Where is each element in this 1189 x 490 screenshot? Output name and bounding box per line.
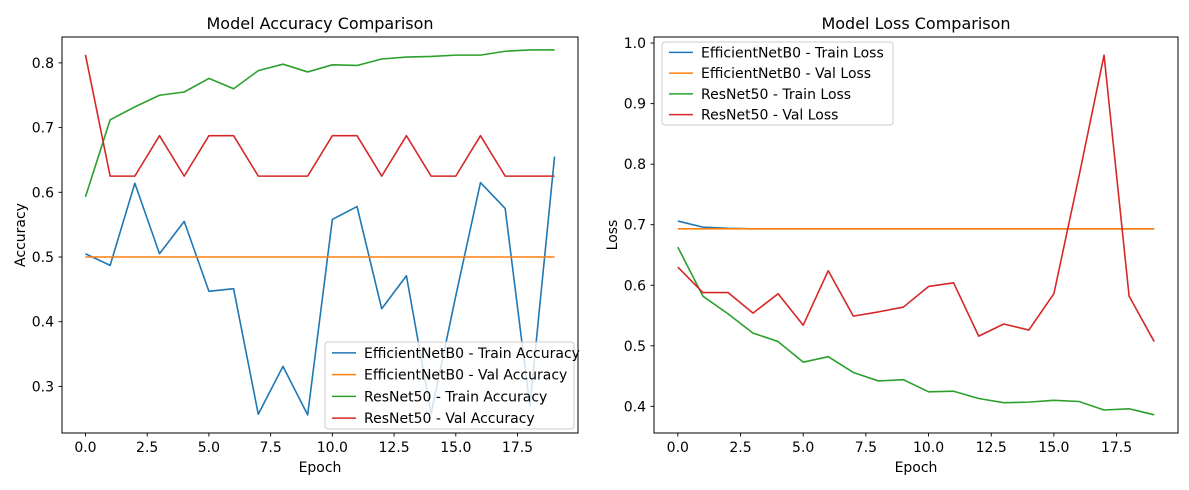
x-tick-label: 7.5 (259, 440, 281, 456)
y-tick-label: 0.8 (32, 56, 54, 72)
legend-label: EfficientNetB0 - Train Loss (701, 45, 884, 61)
x-tick-label: 2.5 (729, 440, 751, 456)
y-tick-label: 0.9 (624, 97, 646, 113)
y-axis-label: Loss (605, 220, 621, 251)
legend-label: ResNet50 - Train Loss (701, 87, 851, 103)
x-axis-label: Epoch (895, 460, 938, 476)
y-axis-label: Accuracy (13, 203, 29, 267)
legend-label: EfficientNetB0 - Val Accuracy (364, 368, 567, 384)
series-line-resnet50-val-accuracy (84, 54, 555, 177)
y-tick-label: 0.4 (624, 399, 646, 415)
x-tick-label: 15.0 (440, 440, 471, 456)
legend: EfficientNetB0 - Train Loss EfficientNetB… (661, 41, 894, 126)
x-tick-label: 17.5 (502, 440, 533, 456)
y-tick-label: 0.4 (32, 315, 54, 331)
y-tick-label: 0.5 (32, 250, 54, 266)
series-line-efficientnetb0-train-accuracy (85, 156, 556, 416)
x-tick-label: 5.0 (198, 440, 220, 456)
x-tick-label: 0.0 (74, 440, 96, 456)
x-tick-label: 2.5 (136, 440, 158, 456)
x-tick-label: 12.5 (378, 440, 409, 456)
legend-label: EfficientNetB0 - Train Accuracy (364, 346, 580, 362)
y-tick-label: 0.5 (624, 339, 646, 355)
y-tick-label: 0.8 (624, 157, 646, 173)
series-line-resnet50-train-accuracy (84, 49, 555, 198)
legend: EfficientNetB0 - Train Accuracy Efficient… (324, 341, 580, 430)
accuracy-chart: 0.0 2.5 5.0 7.5 10.0 12.5 15.0 17.5 0.3 0.4 0.5 0.6… (13, 14, 580, 476)
chart-title: Model Loss Comparison (821, 14, 1010, 33)
legend-box (324, 341, 575, 430)
x-tick-label: 10.0 (317, 440, 348, 456)
x-tick-label: 5.0 (792, 440, 814, 456)
y-tick-label: 0.6 (624, 278, 646, 294)
x-tick-label: 15.0 (1038, 440, 1069, 456)
x-tick-label: 17.5 (1101, 440, 1132, 456)
legend-label: ResNet50 - Val Accuracy (364, 411, 535, 427)
legend-label: ResNet50 - Train Accuracy (364, 389, 547, 405)
y-tick-label: 0.3 (32, 379, 54, 395)
series-line-resnet50-val-loss (677, 54, 1155, 342)
legend-label: EfficientNetB0 - Val Loss (701, 66, 871, 82)
x-tick-label: 12.5 (976, 440, 1007, 456)
y-tick-label: 0.7 (32, 121, 54, 137)
x-tick-label: 7.5 (855, 440, 877, 456)
y-tick-label: 1.0 (624, 36, 646, 52)
y-tick-label: 0.6 (32, 185, 54, 201)
legend-box (661, 41, 894, 126)
y-tick-label: 0.7 (624, 218, 646, 234)
series-line-resnet50-train-loss (677, 246, 1155, 416)
x-tick-label: 10.0 (913, 440, 944, 456)
loss-chart: 0.0 2.5 5.0 7.5 10.0 12.5 15.0 17.5 0.4 0.5 0.6 0.7… (605, 14, 1179, 476)
chart-title: Model Accuracy Comparison (206, 14, 433, 33)
x-tick-label: 0.0 (667, 440, 689, 456)
x-axis-label: Epoch (299, 460, 342, 476)
legend-label: ResNet50 - Val Loss (701, 108, 838, 124)
